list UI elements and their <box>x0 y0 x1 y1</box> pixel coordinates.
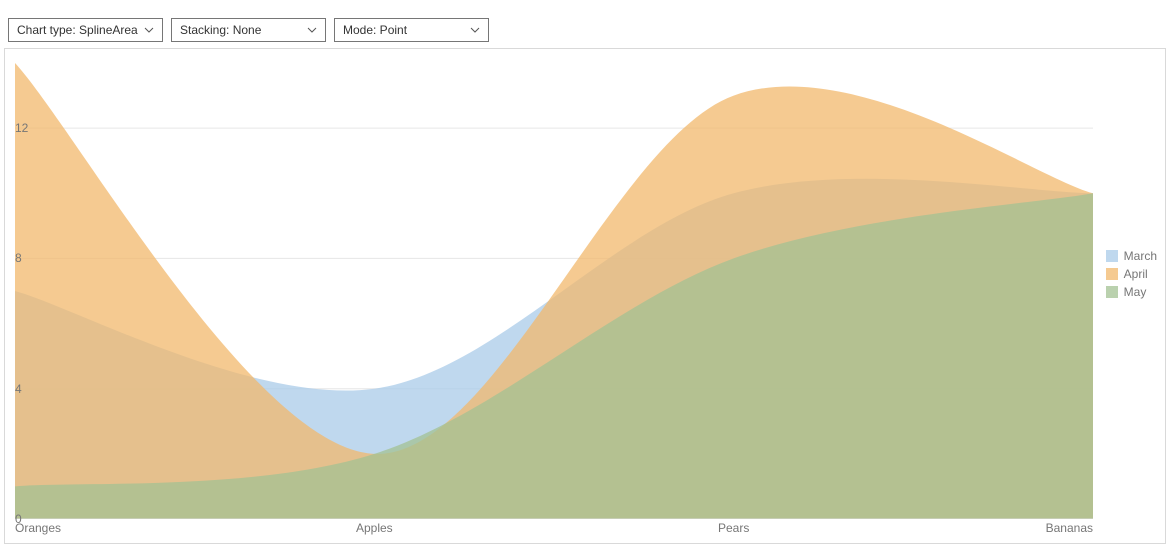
legend-swatch <box>1106 286 1118 298</box>
y-tick-label: 8 <box>15 251 22 265</box>
mode-dropdown[interactable]: Mode: Point <box>334 18 489 42</box>
legend-swatch <box>1106 250 1118 262</box>
chart-type-dropdown[interactable]: Chart type: SplineArea <box>8 18 163 42</box>
stacking-dropdown[interactable]: Stacking: None <box>171 18 326 42</box>
stacking-label: Stacking: None <box>180 23 261 37</box>
x-tick-label: Pears <box>718 521 749 535</box>
chevron-down-icon <box>144 25 154 35</box>
mode-label: Mode: Point <box>343 23 407 37</box>
chart-toolbar: Chart type: SplineArea Stacking: None Mo… <box>8 18 489 42</box>
chevron-down-icon <box>307 25 317 35</box>
x-tick-label: Oranges <box>15 521 61 535</box>
chart-type-label: Chart type: SplineArea <box>17 23 138 37</box>
legend-label: March <box>1124 249 1157 263</box>
chart-legend: March April May <box>1106 249 1157 299</box>
legend-item-may[interactable]: May <box>1106 285 1157 299</box>
y-tick-label: 12 <box>15 121 28 135</box>
x-tick-label: Apples <box>356 521 393 535</box>
chart-plot-area[interactable] <box>15 63 1093 519</box>
y-tick-label: 4 <box>15 382 22 396</box>
chart-svg <box>15 63 1093 519</box>
chart-container: 04812 OrangesApplesPearsBananas MarchApr… <box>4 48 1166 544</box>
x-tick-label: Bananas <box>1046 521 1093 535</box>
chevron-down-icon <box>470 25 480 35</box>
legend-item-april[interactable]: April <box>1106 267 1157 281</box>
legend-swatch <box>1106 268 1118 280</box>
legend-item-march[interactable]: March <box>1106 249 1157 263</box>
x-axis-labels: Oranges Apples Pears Bananas <box>15 521 1093 537</box>
legend-label: May <box>1124 285 1147 299</box>
legend-label: April <box>1124 267 1148 281</box>
y-axis-labels: 04812 <box>15 63 45 519</box>
